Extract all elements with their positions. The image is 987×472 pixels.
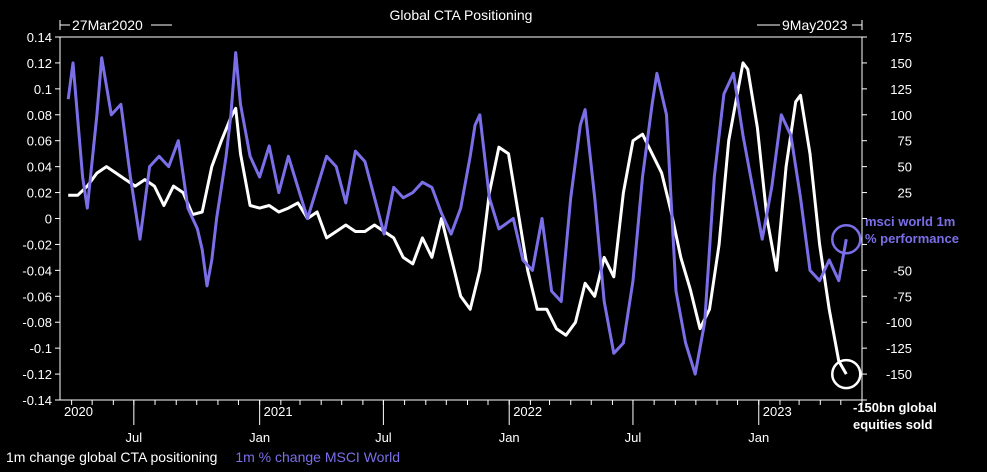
y-right-tick-label: -100 <box>886 315 912 330</box>
x-year-label: 2021 <box>264 404 293 419</box>
y-right-tick-label: -50 <box>893 263 912 278</box>
y-left-tick-label: -0.08 <box>22 315 52 330</box>
y-right-tick-label: 25 <box>898 186 912 201</box>
y-left-tick-label: -0.04 <box>22 263 52 278</box>
x-year-label: 2023 <box>763 404 792 419</box>
cta-callout-text: -150bn global <box>853 400 937 415</box>
y-left-tick-label: 0.12 <box>27 56 52 71</box>
y-left-tick-label: 0.06 <box>27 134 52 149</box>
y-right-tick-label: 175 <box>890 30 912 45</box>
x-tick-label: Jan <box>249 430 270 445</box>
y-left-tick-label: 0.08 <box>27 108 52 123</box>
plot-frame <box>59 36 863 401</box>
x-tick-label: Jul <box>126 430 143 445</box>
y-left-tick-label: -0.1 <box>30 341 52 356</box>
x-tick-label: Jan <box>499 430 520 445</box>
x-tick-label: Jan <box>748 430 769 445</box>
start-date-label: 27Mar2020 <box>72 17 143 33</box>
y-right-tick-label: -125 <box>886 341 912 356</box>
y-left-tick-label: 0.04 <box>27 160 52 175</box>
cta-callout-circle <box>831 358 862 390</box>
y-left-tick-label: 0.1 <box>34 82 52 97</box>
y-left-tick-label: 0.14 <box>27 30 52 45</box>
x-tick-label: Jul <box>375 430 392 445</box>
end-date-label: 9May2023 <box>782 17 848 33</box>
y-left-tick-label: 0.02 <box>27 186 52 201</box>
y-left-tick-label: 0 <box>45 212 52 227</box>
y-left-tick-label: -0.14 <box>22 393 52 408</box>
legend-entry-cta: 1m change global CTA positioning <box>6 449 218 465</box>
legend-entry-msci: 1m % change MSCI World <box>235 449 401 465</box>
x-year-label: 2022 <box>513 404 542 419</box>
series-line-msci-world <box>66 51 848 376</box>
y-right-tick-label: -150 <box>886 367 912 382</box>
y-right-tick-label: 100 <box>890 108 912 123</box>
x-year-label: 2020 <box>64 404 93 419</box>
cta-callout-text: equities sold <box>853 417 933 432</box>
y-right-tick-label: 50 <box>898 160 912 175</box>
y-right-tick-label: 150 <box>890 56 912 71</box>
series-line-cta-positioning <box>68 61 848 375</box>
chart-legend: 1m change global CTA positioning 1m % ch… <box>6 449 414 465</box>
y-right-tick-label: 125 <box>890 82 912 97</box>
y-right-tick-label: 75 <box>898 134 912 149</box>
msci-callout-text: % performance <box>865 231 959 246</box>
y-left-tick-label: -0.12 <box>22 367 52 382</box>
y-left-tick-label: -0.02 <box>22 237 52 252</box>
y-left-tick-label: -0.06 <box>22 289 52 304</box>
msci-callout-text: msci world 1m <box>865 214 955 229</box>
chart-title: Global CTA Positioning <box>390 7 533 23</box>
msci-callout-circle <box>831 223 862 255</box>
y-right-tick-label: -75 <box>893 289 912 304</box>
x-tick-label: Jul <box>625 430 642 445</box>
